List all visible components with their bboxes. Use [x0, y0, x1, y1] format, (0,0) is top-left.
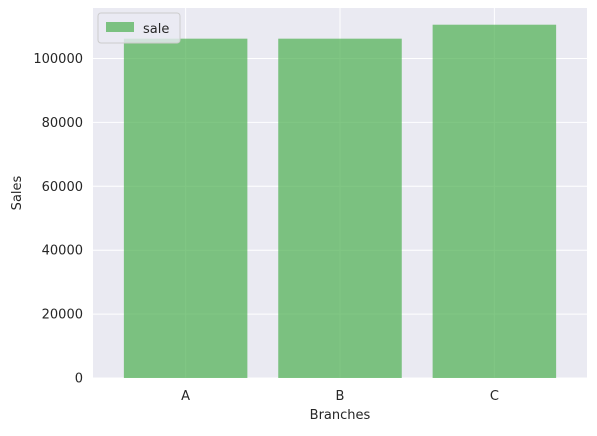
y-tick-label: 40000 [42, 244, 83, 259]
bar-c [432, 24, 557, 379]
y-tick-label: 20000 [42, 308, 83, 323]
y-tick-label: 0 [75, 372, 83, 387]
y-axis-label: Sales [10, 175, 25, 210]
legend-label: sale [143, 22, 169, 37]
y-tick-label: 80000 [42, 116, 83, 131]
x-axis-label: Branches [310, 408, 371, 423]
x-tick-label: C [490, 389, 499, 404]
bar-a [123, 38, 248, 378]
y-tick-label: 100000 [33, 52, 83, 67]
x-tick-labels: A B C [181, 389, 499, 404]
x-tick-label: B [336, 389, 345, 404]
legend-box [97, 12, 181, 44]
y-tick-label: 60000 [42, 180, 83, 195]
x-tick-label: A [181, 389, 190, 404]
legend-swatch [106, 22, 134, 32]
bars [123, 24, 557, 379]
y-tick-labels: 0 20000 40000 60000 80000 100000 [33, 52, 83, 387]
bar-b [278, 38, 402, 378]
legend: sale [97, 12, 181, 44]
